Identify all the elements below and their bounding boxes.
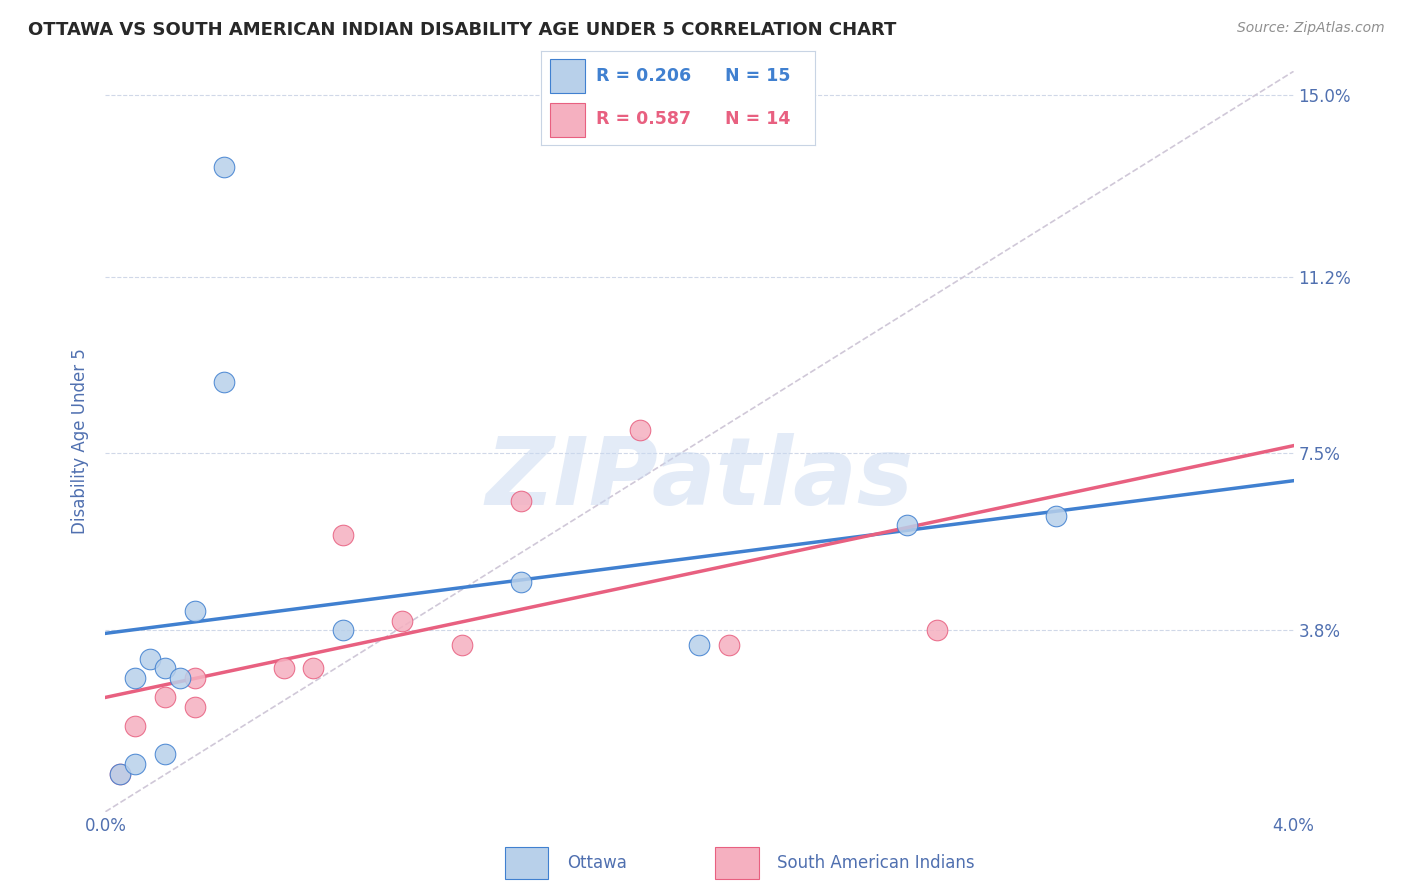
Point — [1045, 508, 1067, 523]
Point — [689, 638, 711, 652]
Text: Ottawa: Ottawa — [567, 854, 627, 872]
Point — [124, 671, 146, 685]
FancyBboxPatch shape — [505, 847, 548, 880]
Text: N = 14: N = 14 — [725, 111, 790, 128]
Point — [214, 160, 236, 174]
FancyBboxPatch shape — [550, 59, 585, 93]
Point — [124, 756, 146, 771]
FancyBboxPatch shape — [550, 103, 585, 137]
Point — [302, 661, 325, 675]
Point — [110, 766, 132, 780]
Point — [718, 638, 741, 652]
Point — [183, 671, 205, 685]
Text: R = 0.206: R = 0.206 — [596, 67, 692, 85]
Y-axis label: Disability Age Under 5: Disability Age Under 5 — [72, 349, 90, 534]
Text: ZIPatlas: ZIPatlas — [485, 433, 914, 524]
Point — [110, 766, 132, 780]
Point — [153, 661, 176, 675]
Point — [183, 604, 205, 618]
Point — [628, 423, 651, 437]
Point — [450, 638, 472, 652]
Point — [332, 527, 354, 541]
Point — [273, 661, 295, 675]
Text: N = 15: N = 15 — [725, 67, 790, 85]
Point — [896, 518, 918, 533]
Point — [391, 614, 413, 628]
Point — [214, 375, 236, 389]
Point — [183, 699, 205, 714]
Point — [124, 719, 146, 733]
Point — [332, 624, 354, 638]
FancyBboxPatch shape — [716, 847, 759, 880]
Point — [153, 747, 176, 762]
Point — [510, 494, 533, 508]
Point — [139, 652, 162, 666]
Point — [510, 575, 533, 590]
Text: Source: ZipAtlas.com: Source: ZipAtlas.com — [1237, 21, 1385, 35]
Text: R = 0.587: R = 0.587 — [596, 111, 692, 128]
Text: OTTAWA VS SOUTH AMERICAN INDIAN DISABILITY AGE UNDER 5 CORRELATION CHART: OTTAWA VS SOUTH AMERICAN INDIAN DISABILI… — [28, 21, 897, 38]
Point — [927, 624, 949, 638]
Point — [169, 671, 191, 685]
Point — [153, 690, 176, 704]
Text: South American Indians: South American Indians — [778, 854, 974, 872]
